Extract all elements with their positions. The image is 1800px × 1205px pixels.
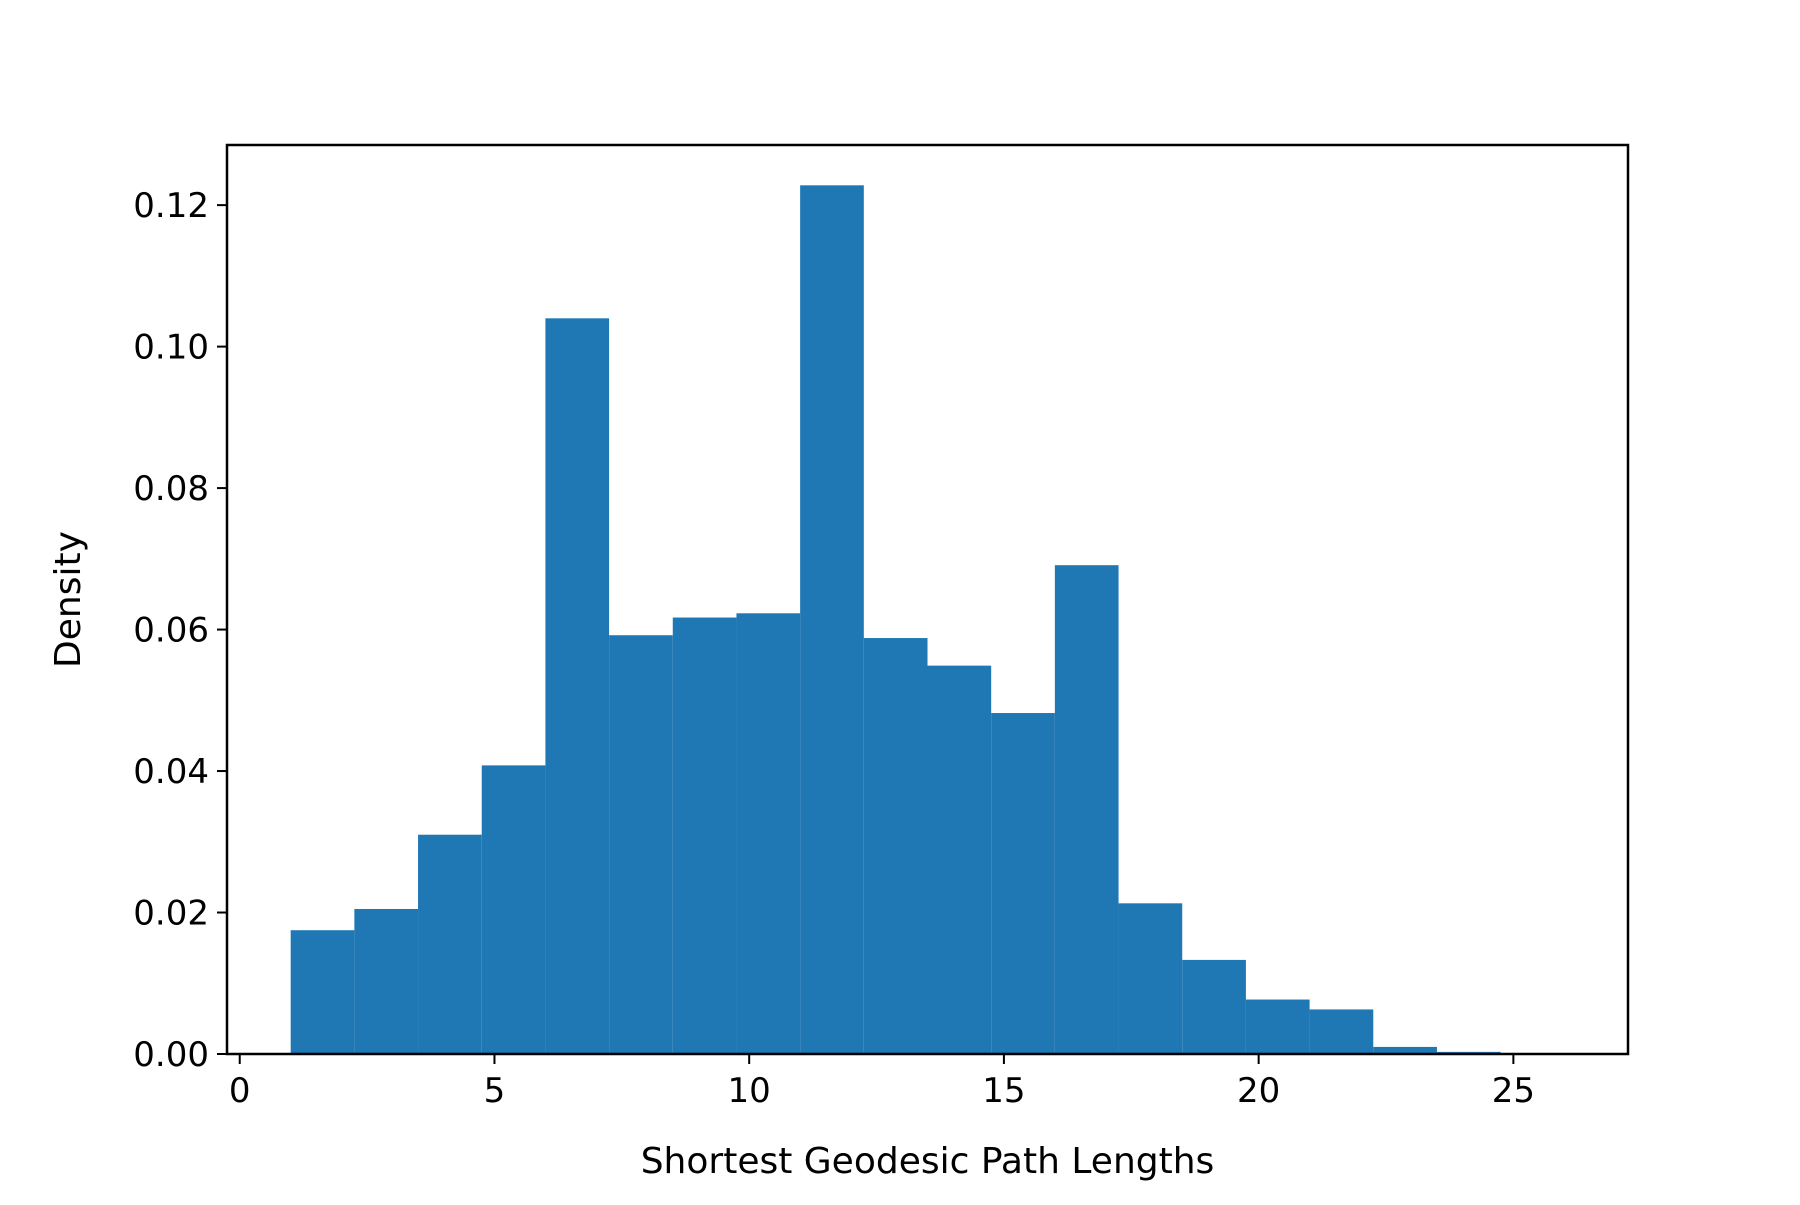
histogram-bar bbox=[800, 185, 864, 1054]
histogram-bar bbox=[1245, 999, 1310, 1054]
y-tick-label: 0.10 bbox=[133, 328, 209, 368]
histogram-bar bbox=[1309, 1009, 1374, 1054]
x-axis-ticks: 0 5 10 15 20 25 bbox=[229, 1054, 1535, 1111]
histogram-bar bbox=[1054, 565, 1119, 1054]
y-tick-label: 0.02 bbox=[133, 894, 209, 934]
histogram-bar bbox=[736, 613, 801, 1054]
histogram-bar bbox=[418, 834, 482, 1054]
x-tick-label: 5 bbox=[484, 1071, 506, 1111]
y-axis-label: Density bbox=[48, 531, 89, 668]
y-tick-label: 0.00 bbox=[133, 1035, 209, 1075]
histogram-bar bbox=[991, 713, 1055, 1054]
histogram-bar bbox=[863, 638, 928, 1054]
x-axis-label: Shortest Geodesic Path Lengths bbox=[641, 1141, 1215, 1182]
histogram-bar bbox=[609, 635, 673, 1054]
y-tick-label: 0.04 bbox=[133, 752, 209, 792]
x-tick-label: 0 bbox=[229, 1071, 251, 1111]
x-tick-label: 10 bbox=[728, 1071, 771, 1111]
histogram-bar bbox=[481, 765, 546, 1054]
histogram-bar bbox=[545, 318, 610, 1054]
histogram-bar bbox=[290, 930, 355, 1054]
histogram-bar bbox=[1118, 903, 1183, 1054]
plot-frame bbox=[225, 143, 1630, 1056]
bars-group bbox=[290, 185, 1501, 1054]
y-axis-ticks: 0.00 0.02 0.04 0.06 0.08 0.10 0.12 bbox=[133, 186, 227, 1075]
y-tick-label: 0.12 bbox=[133, 186, 209, 226]
histogram-bar bbox=[354, 908, 419, 1054]
x-tick-label: 25 bbox=[1492, 1071, 1535, 1111]
x-tick-label: 15 bbox=[982, 1071, 1025, 1111]
y-tick-label: 0.06 bbox=[133, 611, 209, 651]
histogram-bar bbox=[672, 617, 737, 1054]
histogram-bar bbox=[1373, 1046, 1437, 1054]
y-tick-label: 0.08 bbox=[133, 469, 209, 509]
histogram-bar bbox=[927, 665, 992, 1054]
x-tick-label: 20 bbox=[1237, 1071, 1280, 1111]
histogram-bar bbox=[1182, 959, 1246, 1054]
